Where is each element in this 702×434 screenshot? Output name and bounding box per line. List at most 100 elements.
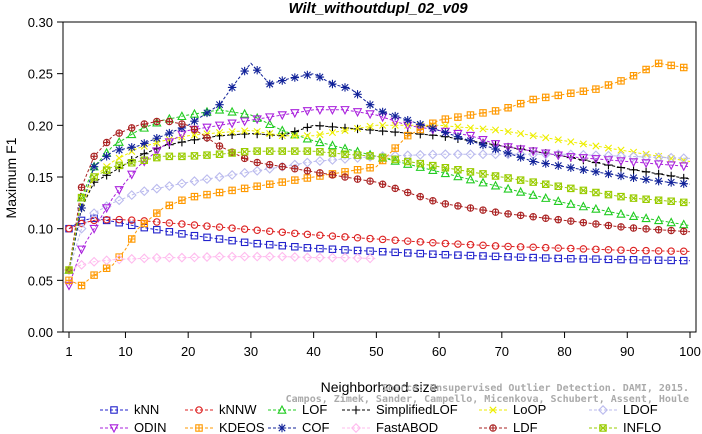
data-point <box>203 130 211 138</box>
data-point <box>516 211 525 220</box>
data-point <box>227 169 238 180</box>
series-kdeos <box>65 59 691 290</box>
data-point <box>115 161 123 170</box>
data-point <box>203 134 211 142</box>
legend-item-ldf: LDF <box>479 420 538 434</box>
legend-marker <box>277 404 287 414</box>
data-point <box>214 121 225 131</box>
data-point <box>592 220 600 228</box>
data-point <box>127 216 136 224</box>
data-point <box>152 117 162 127</box>
data-point <box>504 174 512 182</box>
legend-marker <box>489 424 497 432</box>
data-point <box>252 115 262 125</box>
data-point <box>478 140 488 150</box>
data-point <box>202 174 212 185</box>
legend-item-lof: LOF <box>268 402 327 417</box>
data-point <box>642 195 650 203</box>
legend-label: INFLO <box>623 420 661 434</box>
data-point <box>515 145 526 155</box>
data-point <box>265 180 274 188</box>
data-point <box>153 153 161 162</box>
data-point <box>504 127 512 136</box>
legend-label: kNNW <box>219 402 257 417</box>
data-point <box>541 180 550 188</box>
data-point <box>453 129 463 139</box>
data-point <box>617 146 625 154</box>
data-point <box>203 233 211 242</box>
data-point <box>642 246 650 255</box>
data-point <box>228 149 236 157</box>
data-point <box>554 91 563 100</box>
data-point <box>504 253 512 261</box>
data-point <box>654 256 663 264</box>
data-point <box>240 66 249 76</box>
data-point <box>291 176 299 184</box>
data-point <box>127 143 136 152</box>
data-point <box>441 239 450 248</box>
data-point <box>291 229 299 238</box>
data-point <box>239 108 250 118</box>
data-point <box>554 244 563 252</box>
data-point <box>214 251 225 262</box>
data-point <box>427 149 438 160</box>
data-point <box>102 264 111 273</box>
data-point <box>227 251 238 262</box>
data-point <box>189 176 200 187</box>
data-point <box>528 157 538 166</box>
y-axis: 0.00 0.05 0.10 0.15 0.20 0.25 0.30 <box>28 15 63 340</box>
data-point <box>176 252 187 263</box>
data-point <box>416 159 425 168</box>
data-point <box>65 224 73 233</box>
data-point <box>603 150 614 161</box>
data-point <box>327 252 338 263</box>
data-point <box>76 259 87 270</box>
data-point <box>252 251 263 262</box>
data-point <box>578 201 589 211</box>
x-tick-label: 100 <box>679 344 701 359</box>
data-point <box>391 248 399 257</box>
data-point <box>515 186 526 196</box>
data-point <box>140 219 149 228</box>
data-point <box>390 127 400 137</box>
data-point <box>679 198 688 207</box>
legend-item-ldof: LDOF <box>589 402 658 417</box>
data-point <box>302 133 313 143</box>
data-point <box>465 174 476 184</box>
data-point <box>291 243 299 251</box>
data-point <box>479 170 487 178</box>
data-point <box>265 113 275 123</box>
data-point <box>153 117 161 126</box>
data-point <box>277 111 287 121</box>
data-point <box>567 244 575 253</box>
data-point <box>303 167 312 175</box>
data-point <box>127 221 136 230</box>
data-point <box>591 167 601 177</box>
data-point <box>541 159 550 168</box>
y-tick-label: 0.10 <box>28 222 53 237</box>
data-point <box>115 154 123 162</box>
data-point <box>165 140 174 149</box>
data-point <box>491 172 500 180</box>
watermark-line-2: Campos, Zimek, Sander, Campello, Micenko… <box>286 393 689 405</box>
data-point <box>114 254 125 265</box>
data-point <box>579 87 588 95</box>
data-point <box>504 210 512 218</box>
data-point <box>641 175 651 184</box>
data-point <box>391 144 399 152</box>
data-point <box>629 224 638 232</box>
legend-label: ODIN <box>134 420 167 434</box>
data-point <box>291 147 299 155</box>
data-point <box>265 130 274 140</box>
data-point <box>252 165 263 176</box>
data-point <box>278 76 287 85</box>
data-point <box>127 235 136 243</box>
data-point <box>315 106 325 116</box>
data-point <box>465 149 476 160</box>
data-point <box>328 232 337 240</box>
data-point <box>178 220 186 228</box>
data-point <box>328 171 337 179</box>
data-point <box>190 135 199 144</box>
data-point <box>378 180 387 188</box>
